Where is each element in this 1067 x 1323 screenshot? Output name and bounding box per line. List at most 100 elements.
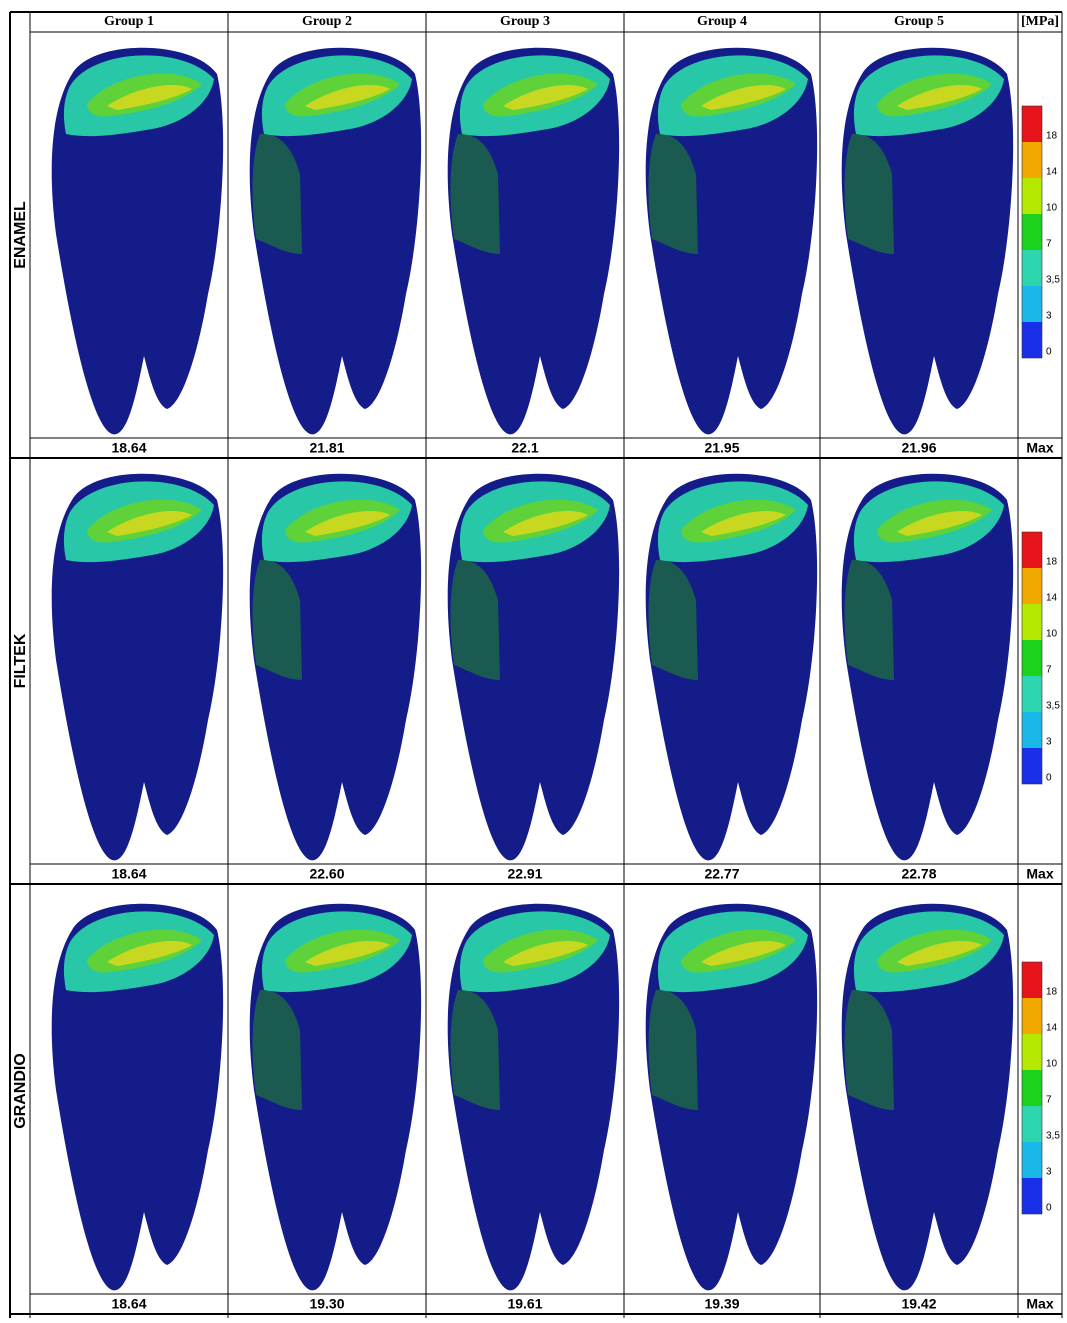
legend-swatch	[1022, 142, 1042, 178]
stress-region	[107, 511, 192, 536]
stress-region	[648, 560, 698, 680]
max-value: 21.95	[704, 440, 739, 456]
tooth-image	[51, 473, 224, 861]
legend-swatch	[1022, 748, 1042, 784]
stress-region	[701, 941, 786, 966]
row-label: ENAMEL	[12, 201, 29, 269]
legend-tick-label: 0	[1046, 1203, 1052, 1214]
stress-region	[503, 85, 588, 110]
legend-swatch	[1022, 676, 1042, 712]
legend-tick-label: 3	[1046, 737, 1052, 748]
legend-tick-label: 3,5	[1046, 701, 1060, 712]
legend-tick-label: 10	[1046, 1059, 1058, 1070]
tooth	[645, 47, 818, 435]
tooth	[51, 47, 224, 435]
stress-region	[305, 941, 390, 966]
legend-tick-label: 18	[1046, 987, 1058, 998]
legend-swatch	[1022, 532, 1042, 568]
legend-swatch	[1022, 962, 1042, 998]
tooth-image	[645, 903, 818, 1291]
row-label: GRANDIO	[12, 1053, 29, 1129]
max-label: Max	[1026, 866, 1053, 882]
tooth-image	[841, 47, 1014, 435]
max-value: 18.64	[111, 866, 146, 882]
legend-swatch	[1022, 322, 1042, 358]
stress-region	[450, 560, 500, 680]
max-value: 22.78	[901, 866, 936, 882]
stress-region	[252, 134, 302, 254]
stress-region	[252, 560, 302, 680]
legend-swatch	[1022, 568, 1042, 604]
unit-label: [MPa]	[1021, 14, 1059, 29]
legend-tick-label: 10	[1046, 629, 1058, 640]
column-header: Group 4	[697, 14, 747, 29]
tooth-image	[51, 47, 224, 435]
max-value: 19.61	[507, 1296, 542, 1312]
tooth	[447, 47, 620, 435]
max-label: Max	[1026, 440, 1053, 456]
legend-swatch	[1022, 214, 1042, 250]
stress-region	[844, 560, 894, 680]
legend-tick-label: 3,5	[1046, 275, 1060, 286]
tooth	[447, 903, 620, 1291]
legend-swatch	[1022, 712, 1042, 748]
legend-tick-label: 18	[1046, 131, 1058, 142]
legend-frame	[1021, 961, 1043, 1215]
max-value: 21.81	[309, 440, 344, 456]
legend-tick-label: 18	[1046, 557, 1058, 568]
column-header: Group 1	[104, 14, 154, 29]
legend-tick-label: 7	[1046, 1095, 1052, 1106]
stress-region	[107, 941, 192, 966]
stress-region	[897, 511, 982, 536]
tooth	[51, 473, 224, 861]
stress-region	[107, 85, 192, 110]
column-header: Group 2	[302, 14, 352, 29]
stress-region	[648, 990, 698, 1110]
legend-swatch	[1022, 1034, 1042, 1070]
tooth	[841, 473, 1014, 861]
stress-region	[701, 85, 786, 110]
tooth-image	[447, 47, 620, 435]
tooth-image	[645, 473, 818, 861]
max-value: 18.64	[111, 440, 146, 456]
column-header: Group 5	[894, 14, 944, 29]
max-value: 22.1	[511, 440, 538, 456]
max-value: 22.91	[507, 866, 542, 882]
legend-swatch	[1022, 1070, 1042, 1106]
stress-region	[305, 85, 390, 110]
legend-swatch	[1022, 998, 1042, 1034]
tooth-image	[249, 903, 422, 1291]
legend-swatch	[1022, 1178, 1042, 1214]
legend-swatch	[1022, 604, 1042, 640]
max-value: 18.64	[111, 1296, 146, 1312]
legend-tick-label: 3,5	[1046, 1131, 1060, 1142]
legend-tick-label: 3	[1046, 1167, 1052, 1178]
max-value: 22.77	[704, 866, 739, 882]
tooth-image	[249, 47, 422, 435]
tooth-image	[51, 903, 224, 1291]
stress-region	[450, 990, 500, 1110]
row-label: FILTEK	[12, 633, 29, 688]
max-label: Max	[1026, 1296, 1053, 1312]
tooth	[841, 903, 1014, 1291]
legend-swatch	[1022, 250, 1042, 286]
tooth-image	[447, 473, 620, 861]
legend-tick-label: 0	[1046, 773, 1052, 784]
legend-tick-label: 7	[1046, 665, 1052, 676]
stress-region	[503, 941, 588, 966]
legend-tick-label: 0	[1046, 347, 1052, 358]
stress-region	[503, 511, 588, 536]
max-value: 19.30	[309, 1296, 344, 1312]
tooth	[841, 47, 1014, 435]
stress-region	[648, 134, 698, 254]
tooth-image	[447, 903, 620, 1291]
tooth	[447, 473, 620, 861]
stress-region	[450, 134, 500, 254]
legend-swatch	[1022, 178, 1042, 214]
legend-frame	[1021, 531, 1043, 785]
legend-tick-label: 14	[1046, 167, 1058, 178]
tooth	[249, 473, 422, 861]
legend-tick-label: 14	[1046, 1023, 1058, 1034]
legend-swatch	[1022, 1106, 1042, 1142]
